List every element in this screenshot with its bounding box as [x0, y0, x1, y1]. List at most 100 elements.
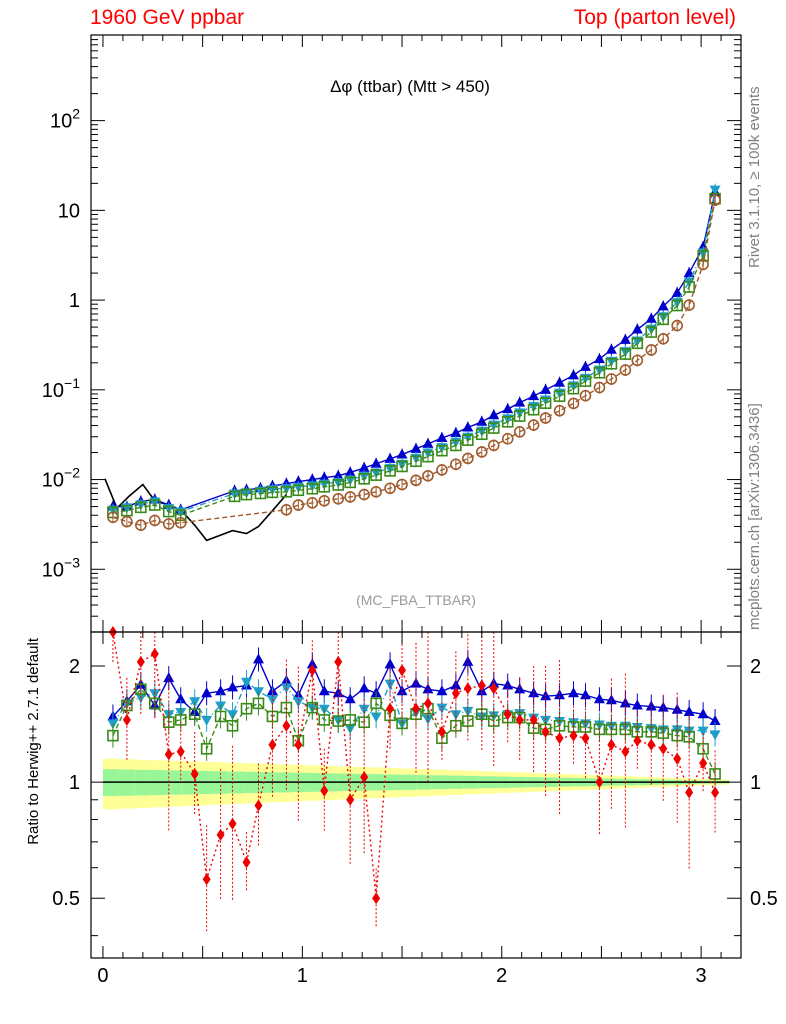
ratio-y-tick-label: 2	[69, 656, 80, 678]
data-point	[462, 452, 474, 465]
ratio-data-point	[436, 685, 448, 696]
data-point	[657, 333, 670, 345]
data-point	[619, 348, 632, 360]
analysis-name: (MC_FBA_TTBAR)	[356, 592, 476, 608]
data-point	[462, 421, 474, 432]
ratio-data-point	[528, 687, 540, 698]
data-point	[605, 373, 618, 385]
data-point	[149, 514, 161, 527]
ratio-data-point	[358, 704, 370, 715]
ratio-data-point	[437, 725, 446, 738]
data-point	[539, 412, 552, 424]
data-point	[121, 515, 133, 528]
data-point	[540, 383, 552, 394]
data-point	[318, 481, 331, 493]
ratio-data-point	[412, 702, 420, 715]
data-point	[579, 375, 592, 387]
header-right-label: Top (parton level)	[573, 6, 736, 29]
ratio-data-point	[306, 701, 319, 714]
ratio-data-point	[294, 738, 303, 751]
data-point	[306, 473, 318, 484]
data-point	[410, 455, 422, 468]
ratio-data-point	[370, 712, 382, 723]
ratio-data-point	[529, 713, 538, 726]
data-point	[488, 409, 500, 420]
ratio-data-point	[344, 693, 356, 704]
ratio-data-point	[647, 738, 656, 751]
ratio-data-point	[410, 677, 422, 688]
ratio-data-point	[555, 732, 564, 745]
data-point	[280, 504, 293, 516]
ratio-data-point	[188, 708, 201, 720]
main-frame	[90, 34, 742, 633]
data-point	[645, 312, 657, 323]
ratio-data-point	[202, 873, 211, 886]
ratio-data-point	[200, 743, 213, 755]
data-point	[370, 486, 382, 498]
data-point	[358, 472, 370, 485]
ratio-data-point	[320, 784, 329, 797]
series-line-0	[104, 478, 288, 542]
data-point	[475, 428, 488, 441]
data-point	[671, 286, 683, 297]
data-point	[149, 499, 161, 511]
ratio-data-point	[215, 685, 227, 696]
ratio-data-point	[595, 776, 604, 789]
data-point	[683, 299, 695, 311]
data-point	[410, 474, 422, 487]
data-point	[476, 415, 488, 426]
x-tick-label: 0	[97, 965, 108, 987]
data-point	[645, 326, 658, 338]
data-point	[593, 353, 605, 364]
data-point	[671, 299, 683, 312]
data-point	[384, 465, 396, 477]
data-point	[436, 432, 448, 443]
ratio-data-point	[201, 687, 213, 698]
data-point	[593, 366, 606, 379]
series-line-4	[112, 200, 716, 526]
data-point	[384, 482, 396, 495]
ratio-data-point	[579, 689, 591, 700]
data-point	[605, 357, 618, 370]
ratio-data-point	[423, 697, 432, 710]
data-point	[513, 410, 526, 422]
data-point	[450, 458, 462, 471]
data-point	[292, 484, 305, 497]
data-point	[462, 434, 474, 446]
data-point	[344, 476, 357, 489]
ratio-data-point	[122, 713, 131, 726]
data-point	[422, 450, 434, 463]
ratio-data-point	[318, 714, 331, 726]
ratio-data-point	[568, 687, 580, 698]
data-point	[579, 389, 592, 402]
data-point	[514, 396, 526, 407]
ratio-data-point	[306, 658, 318, 669]
ratio-data-point	[709, 730, 721, 741]
data-point	[593, 381, 606, 394]
ratio-data-point	[214, 710, 227, 723]
ratio-data-point	[489, 682, 498, 695]
data-point	[631, 354, 644, 367]
data-point	[631, 337, 644, 350]
ratio-data-point	[308, 664, 317, 677]
ratio-data-point	[216, 828, 225, 841]
ratio-data-point	[673, 752, 682, 765]
ratio-data-point	[659, 742, 668, 755]
ratio-data-point	[252, 653, 264, 664]
ratio-data-point	[593, 723, 606, 736]
data-point	[332, 493, 345, 505]
ratio-y-tick-label-right: 1	[750, 772, 761, 794]
data-point	[513, 426, 526, 438]
ratio-data-point	[503, 708, 512, 721]
data-point	[487, 439, 500, 452]
ratio-data-point	[334, 655, 343, 668]
ratio-data-point	[175, 693, 187, 704]
ratio-data-point	[358, 682, 370, 693]
ratio-y-tick-label: 1	[69, 772, 80, 794]
ratio-data-point	[240, 702, 253, 715]
ratio-data-point	[514, 683, 526, 694]
ratio-data-point	[515, 713, 524, 726]
data-point	[450, 439, 462, 452]
ratio-data-point	[569, 729, 578, 742]
data-point	[332, 469, 344, 480]
